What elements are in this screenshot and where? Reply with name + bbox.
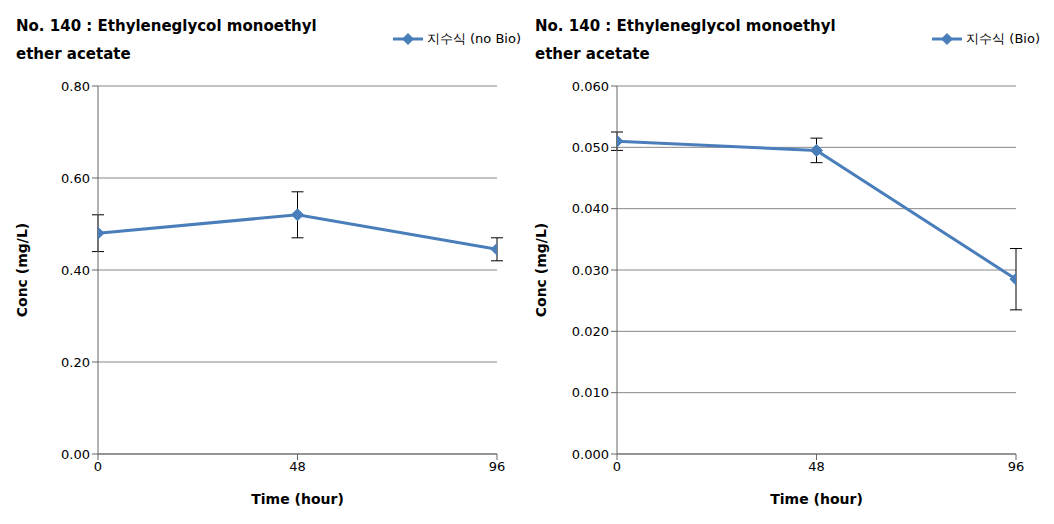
html-text:지수식 (Bio): 지수식 (Bio) (966, 31, 1040, 46)
svg-text:0: 0 (613, 459, 621, 474)
svg-text:0.60: 0.60 (61, 171, 90, 186)
svg-text:0.40: 0.40 (61, 263, 90, 278)
svg-text:0.00: 0.00 (61, 447, 90, 462)
html-text:No. 140 : Ethyleneglycol monoe: No. 140 : Ethyleneglycol monoethyl ether… (535, 17, 836, 63)
svg-text:96: 96 (1008, 459, 1025, 474)
svg-text:0.80: 0.80 (61, 79, 90, 94)
svg-text:48: 48 (808, 459, 825, 474)
svg-text:0.20: 0.20 (61, 355, 90, 370)
svg-text:0.010: 0.010 (572, 385, 609, 400)
svg-text:48: 48 (289, 459, 306, 474)
svg-text:Conc (mg/L): Conc (mg/L) (533, 223, 549, 317)
svg-text:Conc (mg/L): Conc (mg/L) (14, 223, 30, 317)
svg-text:96: 96 (489, 459, 506, 474)
svg-text:0.020: 0.020 (572, 324, 609, 339)
svg-text:0: 0 (94, 459, 102, 474)
svg-text:0.040: 0.040 (572, 201, 609, 216)
svg-text:0.060: 0.060 (572, 79, 609, 94)
svg-text:Time (hour): Time (hour) (770, 491, 863, 507)
html-text:지수식 (no Bio): 지수식 (no Bio) (426, 31, 521, 46)
svg-text:0.000: 0.000 (572, 447, 609, 462)
svg-text:Time (hour): Time (hour) (251, 491, 344, 507)
html-text:No. 140 : Ethyleneglycol monoe: No. 140 : Ethyleneglycol monoethyl ether… (16, 17, 317, 63)
svg-text:0.050: 0.050 (572, 140, 609, 155)
svg-text:0.030: 0.030 (572, 263, 609, 278)
